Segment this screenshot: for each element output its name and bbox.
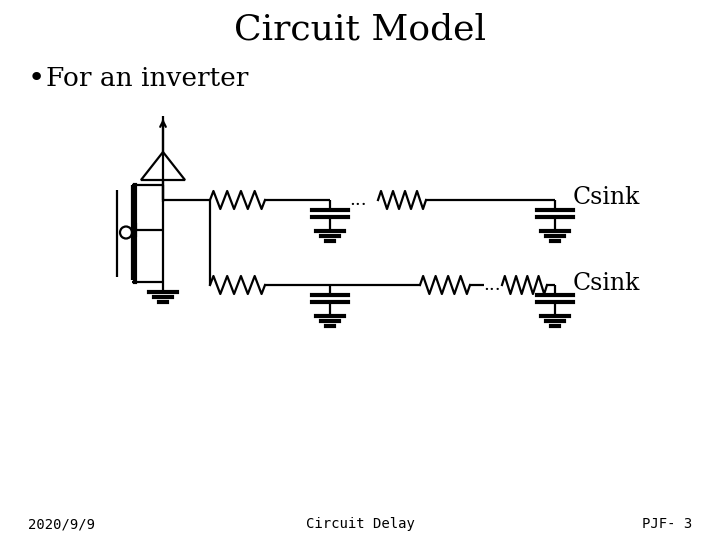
Text: Circuit Model: Circuit Model <box>234 13 486 47</box>
Text: Csink: Csink <box>573 272 640 294</box>
Text: Csink: Csink <box>573 186 640 210</box>
Text: ...: ... <box>349 191 366 209</box>
Text: 2020/9/9: 2020/9/9 <box>28 517 95 531</box>
Text: PJF- 3: PJF- 3 <box>642 517 692 531</box>
Text: For an inverter: For an inverter <box>46 65 248 91</box>
Text: Circuit Delay: Circuit Delay <box>305 517 415 531</box>
Text: ...: ... <box>483 276 501 294</box>
Text: •: • <box>28 64 45 92</box>
